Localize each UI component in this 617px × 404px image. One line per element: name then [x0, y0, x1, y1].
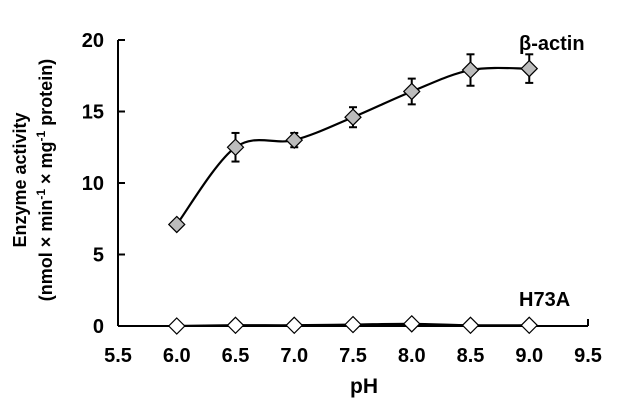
y-tick-label: 5 — [93, 245, 104, 267]
x-tick-label: 5.5 — [104, 345, 132, 367]
data-point-diamond — [285, 316, 304, 335]
x-tick-label: 7.5 — [339, 345, 367, 367]
y-tick-label: 0 — [93, 316, 104, 338]
series-beta-actin — [167, 53, 539, 234]
series-label-beta-actin: β-actin — [519, 33, 585, 55]
y-axis-title-line1: Enzyme activity — [10, 112, 30, 247]
x-tick-label: 7.0 — [280, 345, 308, 367]
x-tick-label: 6.5 — [222, 345, 250, 367]
y-tick-label: 15 — [82, 102, 104, 124]
data-point-diamond — [167, 215, 186, 234]
y-axis-title: Enzyme activity — [10, 112, 30, 247]
x-tick-label: 9.5 — [574, 345, 602, 367]
data-point-diamond — [520, 316, 539, 335]
data-point-diamond — [344, 108, 362, 127]
data-point-diamond — [402, 315, 421, 333]
x-axis-title: pH — [350, 375, 378, 398]
ticks: 0 5 10 15 20 5.5 6.0 6.5 7.0 7.5 8.0 8.5 9.0 9.5 — [82, 30, 602, 367]
data-point-diamond — [402, 82, 421, 101]
y-axis-units: (nmol × min-1 × mg-1 protein) — [34, 59, 56, 301]
series-h73a — [167, 315, 539, 335]
y-axis-title-line2: (nmol × min-1 × mg-1 protein) — [34, 59, 56, 301]
y-tick-label: 20 — [82, 30, 104, 52]
x-tick-label: 6.0 — [163, 345, 191, 367]
data-point-diamond — [520, 59, 539, 78]
data-point-diamond — [461, 316, 480, 335]
data-point-diamond — [344, 315, 362, 334]
x-tick-label: 9.0 — [515, 345, 543, 367]
y-tick-label: 10 — [82, 173, 104, 195]
data-point-diamond — [285, 131, 304, 149]
data-point-diamond — [226, 138, 245, 157]
axes — [117, 40, 588, 327]
data-point-diamond — [461, 61, 480, 79]
series-layer — [167, 53, 539, 335]
x-tick-label: 8.5 — [457, 345, 485, 367]
data-point-diamond — [226, 316, 245, 335]
x-tick-label: 8.0 — [398, 345, 426, 367]
data-point-diamond — [167, 317, 186, 335]
series-label-h73a: H73A — [519, 289, 570, 311]
